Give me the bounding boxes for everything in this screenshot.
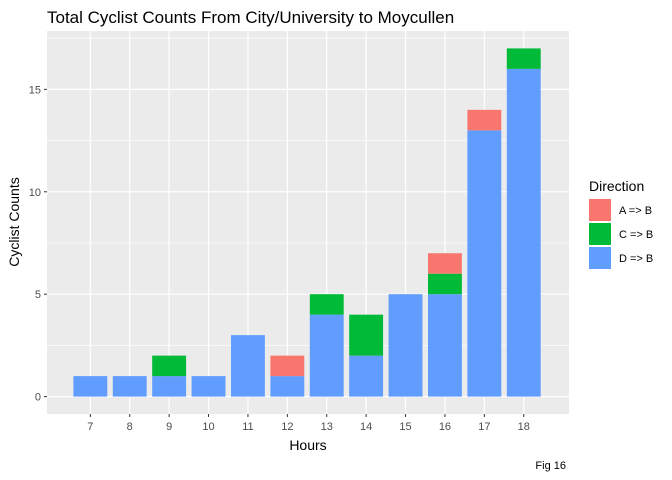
bar-segment — [270, 376, 305, 397]
x-tick-label: 7 — [87, 421, 93, 433]
y-tick-label: 5 — [35, 289, 41, 301]
x-axis: 7 8 9 10 11 12 13 14 15 16 17 18 — [87, 414, 530, 433]
y-tick-label: 0 — [35, 392, 41, 404]
bar-segment — [427, 273, 462, 295]
bar-segment — [112, 376, 147, 397]
bar-segment — [73, 376, 108, 397]
legend-swatch — [589, 247, 611, 269]
bar-segment — [349, 355, 384, 397]
x-tick-label: 16 — [439, 421, 451, 433]
bar-segment — [388, 294, 423, 397]
bar-segment — [349, 314, 384, 356]
legend: Direction A => B C => B D => B — [589, 178, 653, 269]
plot-panel — [47, 31, 569, 414]
x-tick-label: 14 — [360, 421, 372, 433]
legend-swatch — [589, 199, 611, 221]
bar-segment — [467, 130, 502, 397]
x-tick-label: 18 — [518, 421, 530, 433]
x-tick-label: 11 — [242, 421, 253, 433]
bar-segment — [427, 253, 462, 274]
legend-swatch — [589, 223, 611, 245]
legend-label: D => B — [619, 253, 653, 265]
x-tick-label: 12 — [281, 421, 293, 433]
legend-label: A => B — [619, 205, 652, 217]
bar-segment — [309, 294, 344, 315]
bar-segment — [506, 68, 541, 397]
bar-segment — [152, 376, 187, 397]
bar-segment — [467, 109, 502, 131]
x-axis-title: Hours — [289, 437, 326, 453]
x-tick-label: 9 — [166, 421, 172, 433]
y-axis: 0 5 10 15 — [29, 84, 47, 404]
x-tick-label: 17 — [478, 421, 490, 433]
y-axis-title: Cyclist Counts — [6, 177, 22, 266]
chart-title: Total Cyclist Counts From City/Universit… — [47, 8, 454, 27]
legend-label: C => B — [619, 229, 653, 241]
bar-segment — [506, 48, 541, 69]
x-tick-label: 15 — [399, 421, 411, 433]
y-tick-label: 15 — [29, 84, 41, 96]
bar-segment — [230, 335, 265, 397]
figure-caption: Fig 16 — [535, 460, 566, 472]
x-tick-label: 13 — [321, 421, 333, 433]
bar-marks — [73, 48, 541, 397]
bar-segment — [152, 355, 187, 377]
legend-items: A => B C => B D => B — [589, 199, 653, 269]
y-tick-label: 10 — [29, 187, 41, 199]
x-tick-label: 10 — [202, 421, 214, 433]
x-tick-label: 8 — [127, 421, 133, 433]
bar-segment — [309, 314, 344, 397]
bar-segment — [270, 355, 305, 377]
legend-title: Direction — [589, 178, 644, 194]
bar-segment — [427, 294, 462, 397]
bar-segment — [191, 376, 226, 397]
